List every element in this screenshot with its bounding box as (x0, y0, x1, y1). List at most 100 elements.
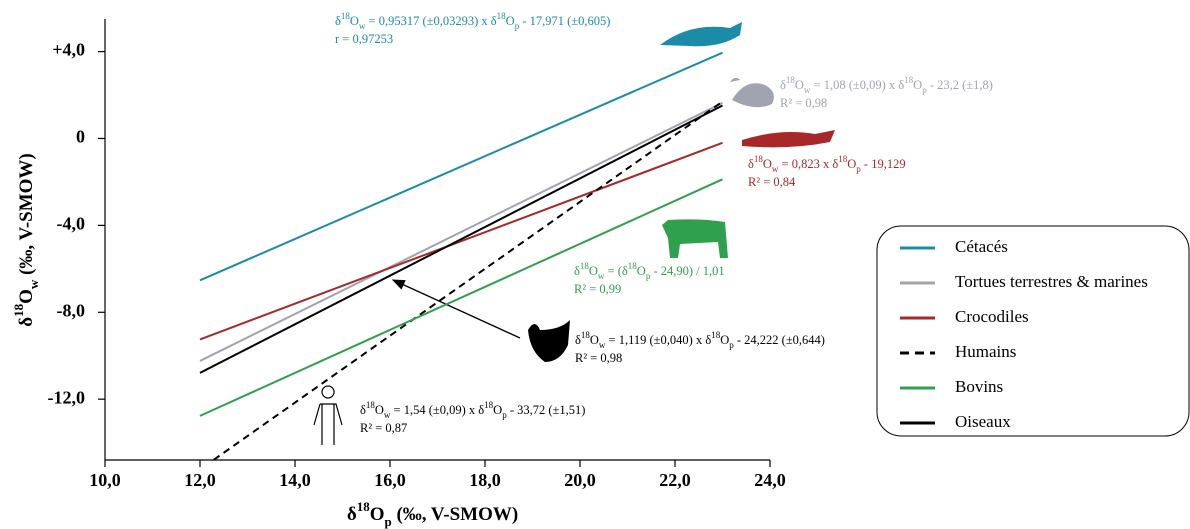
equation: δ18Ow = (δ18Op - 24,90) / 1,01 (574, 261, 725, 281)
text-segment: O (795, 78, 804, 92)
y-tick-label: 0 (76, 127, 85, 147)
text-segment: p (515, 21, 520, 31)
text-segment: O (350, 14, 359, 28)
x-tick-label: 22,0 (659, 470, 691, 490)
equation: δ18Ow = 0,95317 (±0,03293) x δ18Op - 17,… (335, 11, 610, 31)
series-line (199, 104, 723, 374)
series-line (199, 178, 723, 417)
text-segment: w (772, 164, 779, 174)
text-segment: O (590, 333, 599, 347)
text-segment: 18 (754, 154, 764, 164)
text-segment: O (16, 289, 37, 304)
y-tick-label: -4,0 (57, 214, 86, 234)
text-segment: δ (360, 403, 366, 417)
text-segment: R² = 0,87 (360, 421, 407, 435)
text-segment: p (729, 340, 734, 350)
series-line (199, 141, 723, 341)
text-segment: 18 (357, 499, 371, 514)
series-line (213, 100, 724, 461)
text-segment: - 24,222 (±0,644) (734, 333, 825, 347)
x-tick-label: 14,0 (279, 470, 311, 490)
text-segment: w (598, 271, 605, 281)
text-segment: p (646, 271, 651, 281)
text-segment: 18 (838, 154, 848, 164)
orca-icon (660, 22, 742, 47)
equation: R² = 0,98 (780, 96, 827, 110)
text-segment: R² = 0,84 (748, 175, 796, 189)
equation: δ18Ow = 1,119 (±0,040) x δ18Op - 24,222 … (575, 330, 825, 350)
text-segment: p (856, 164, 861, 174)
text-segment: δ (16, 317, 37, 327)
equation: δ18Ow = 0,823 x δ18Op - 19,129 (748, 154, 906, 174)
text-segment: δ (575, 333, 581, 347)
text-segment: O (720, 333, 729, 347)
text-segment: 18 (628, 261, 638, 271)
y-tick-label: -8,0 (57, 300, 86, 320)
text-segment: 18 (580, 261, 590, 271)
text-segment: O (506, 14, 515, 28)
y-tick-label: -12,0 (48, 387, 86, 407)
x-tick-label: 12,0 (184, 470, 216, 490)
x-tick-label: 20,0 (564, 470, 596, 490)
text-segment: R² = 0,99 (574, 282, 621, 296)
text-segment: δ (780, 78, 786, 92)
legend-label: Bovins (955, 377, 1003, 396)
text-segment: w (599, 340, 606, 350)
text-segment: R² = 0,98 (575, 351, 622, 365)
equation: R² = 0,98 (575, 351, 622, 365)
text-segment: δ (335, 14, 341, 28)
arrow (391, 279, 521, 339)
legend-label: Humains (955, 342, 1016, 361)
equation: δ18Ow = 1,54 (±0,09) x δ18Op - 33,72 (±1… (360, 400, 585, 420)
text-segment: δ (347, 504, 357, 525)
legend-label: Crocodiles (955, 307, 1029, 326)
chicken-icon (528, 320, 570, 362)
human-icon (313, 385, 343, 445)
text-segment: = 1,119 (±0,040) x δ (605, 333, 711, 347)
text-segment: O (847, 157, 856, 171)
text-segment: 18 (497, 11, 507, 21)
text-segment: - 24,90) / 1,01 (650, 264, 724, 278)
text-segment: p (502, 410, 507, 420)
equation: R² = 0,87 (360, 421, 407, 435)
text-segment: p (384, 514, 391, 529)
text-segment: O (913, 78, 922, 92)
text-segment: = 0,95317 (±0,03293) x δ (365, 14, 496, 28)
x-tick-label: 24,0 (754, 470, 786, 490)
text-segment: r = 0,97253 (335, 32, 393, 46)
text-segment: p (922, 85, 927, 95)
text-segment: - 19,129 (861, 157, 906, 171)
equation: δ18Ow = 1,08 (±0,09) x δ18Op - 23,2 (±1,… (780, 75, 993, 95)
text-segment: - 17,971 (±0,605) (519, 14, 610, 28)
text-segment: O (763, 157, 772, 171)
text-segment: = 1,54 (±0,09) x δ (390, 403, 484, 417)
text-segment: 18 (904, 75, 914, 85)
equation: R² = 0,84 (748, 175, 796, 189)
legend-box (876, 225, 1190, 437)
text-segment: w (804, 85, 811, 95)
text-segment: = 1,08 (±0,09) x δ (810, 78, 904, 92)
text-segment: δ (748, 157, 754, 171)
text-segment: 18 (711, 330, 721, 340)
text-segment: (‰, V-SMOW) (16, 153, 37, 279)
text-segment: - 33,72 (±1,51) (507, 403, 586, 417)
equation: R² = 0,99 (574, 282, 621, 296)
text-segment: O (375, 403, 384, 417)
text-segment: O (493, 403, 502, 417)
text-segment: - 23,2 (±1,8) (927, 78, 993, 92)
text-segment: 18 (366, 400, 376, 410)
text-segment: O (637, 264, 646, 278)
legend-label: Cétacés (955, 237, 1008, 256)
series-line (199, 51, 723, 282)
text-segment: 18 (341, 11, 351, 21)
text-segment: = 0,823 x δ (778, 157, 838, 171)
text-segment: 18 (581, 330, 591, 340)
text-segment: δ (574, 264, 580, 278)
crocodile-icon (742, 130, 835, 148)
x-tick-label: 10,0 (89, 470, 121, 490)
text-segment: w (26, 279, 41, 289)
x-tick-label: 18,0 (469, 470, 501, 490)
text-segment: w (384, 410, 391, 420)
cow-icon (662, 219, 728, 258)
